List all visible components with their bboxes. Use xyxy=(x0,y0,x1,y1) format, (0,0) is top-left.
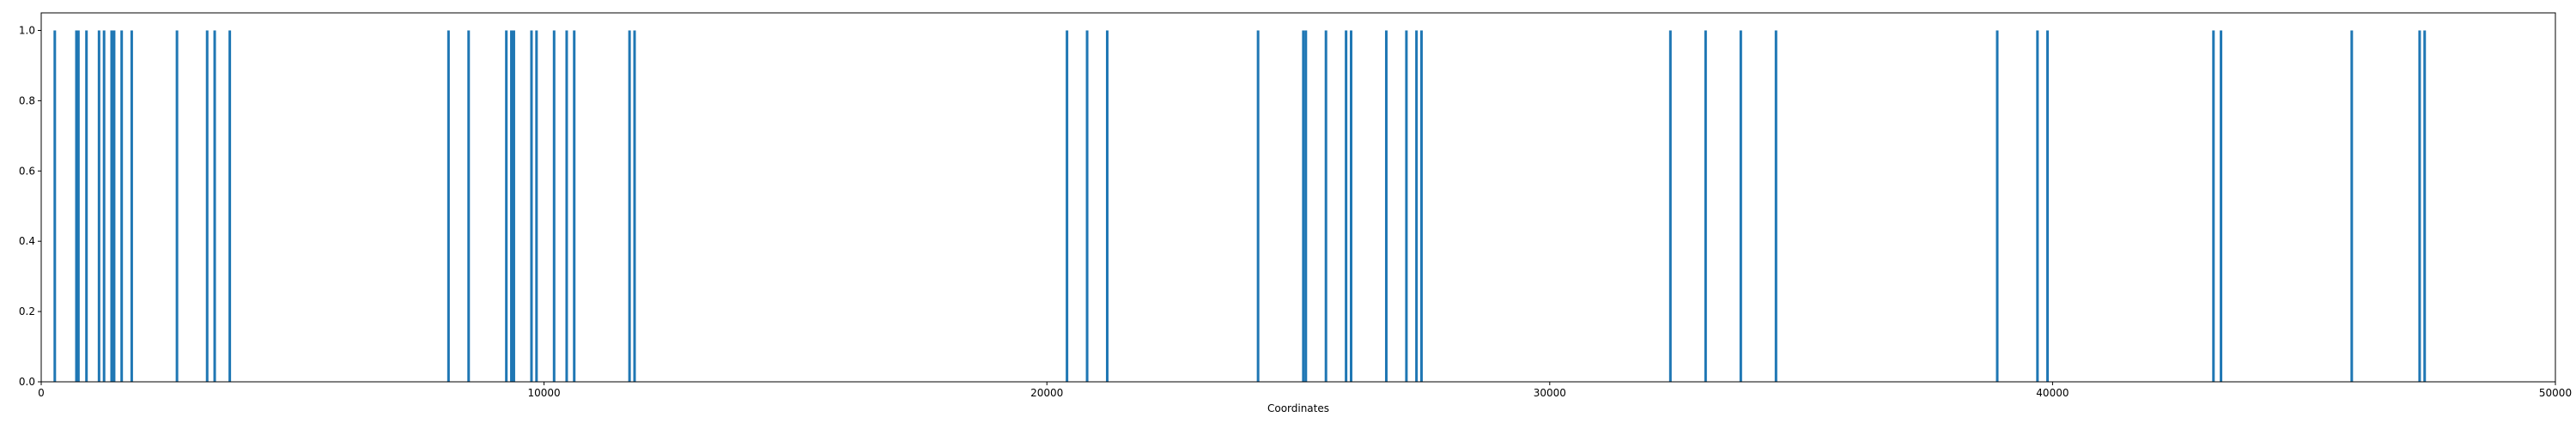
bar xyxy=(505,30,508,382)
bar xyxy=(2212,30,2215,382)
bar xyxy=(1085,30,1089,382)
bar xyxy=(76,30,80,382)
bar xyxy=(1066,30,1069,382)
bar xyxy=(1996,30,1999,382)
bar xyxy=(530,30,533,382)
bar xyxy=(2423,30,2427,382)
bar xyxy=(565,30,568,382)
y-tick-label: 0.6 xyxy=(19,165,35,177)
bar xyxy=(1405,30,1408,382)
plot-frame xyxy=(40,12,2556,383)
y-tick-label: 0.0 xyxy=(19,376,35,388)
x-tick-label: 0 xyxy=(38,387,45,399)
bar-series xyxy=(53,30,2427,382)
bar xyxy=(175,30,179,382)
bar xyxy=(510,30,513,382)
x-tick-label: 30000 xyxy=(1534,387,1566,399)
y-tick-label: 0.2 xyxy=(19,305,35,317)
bar xyxy=(1304,30,1308,382)
x-tick-label: 10000 xyxy=(528,387,561,399)
bar xyxy=(1668,30,1672,382)
x-axis-ticks: 0 10000 20000 30000 40000 50000 xyxy=(38,382,2572,399)
x-tick-label: 50000 xyxy=(2539,387,2572,399)
bar xyxy=(1256,30,1260,382)
bar xyxy=(2418,30,2421,382)
bar xyxy=(1349,30,1352,382)
y-tick-label: 1.0 xyxy=(19,24,35,36)
x-axis-label: Coordinates xyxy=(1267,402,1329,414)
bar xyxy=(102,30,106,382)
bar xyxy=(552,30,556,382)
bar xyxy=(1415,30,1419,382)
x-tick-label: 40000 xyxy=(2036,387,2069,399)
y-tick-label: 0.4 xyxy=(19,235,35,247)
bar xyxy=(75,30,78,382)
bar xyxy=(53,30,57,382)
bar xyxy=(205,30,209,382)
bar xyxy=(512,30,515,382)
bar xyxy=(1384,30,1388,382)
bar xyxy=(467,30,471,382)
bar xyxy=(1324,30,1327,382)
x-tick-label: 20000 xyxy=(1030,387,1063,399)
bar xyxy=(130,30,133,382)
bar xyxy=(1419,30,1423,382)
bar xyxy=(85,30,88,382)
bar xyxy=(447,30,450,382)
bar xyxy=(1105,30,1109,382)
bar xyxy=(213,30,216,382)
bar xyxy=(628,30,631,382)
bar xyxy=(573,30,576,382)
bar xyxy=(2046,30,2050,382)
bar xyxy=(1345,30,1348,382)
bar xyxy=(120,30,124,382)
y-tick-label: 0.8 xyxy=(19,94,35,106)
bar xyxy=(1302,30,1305,382)
bar xyxy=(112,30,116,382)
bar xyxy=(535,30,538,382)
bar xyxy=(2220,30,2223,382)
y-axis-ticks: 0.0 0.2 0.4 0.6 0.8 1.0 xyxy=(19,24,41,388)
bar xyxy=(2036,30,2039,382)
bar xyxy=(633,30,636,382)
bar xyxy=(1704,30,1707,382)
bar xyxy=(1739,30,1742,382)
bar xyxy=(2350,30,2354,382)
bar xyxy=(110,30,113,382)
bar xyxy=(1774,30,1777,382)
bar xyxy=(228,30,232,382)
bar xyxy=(97,30,100,382)
